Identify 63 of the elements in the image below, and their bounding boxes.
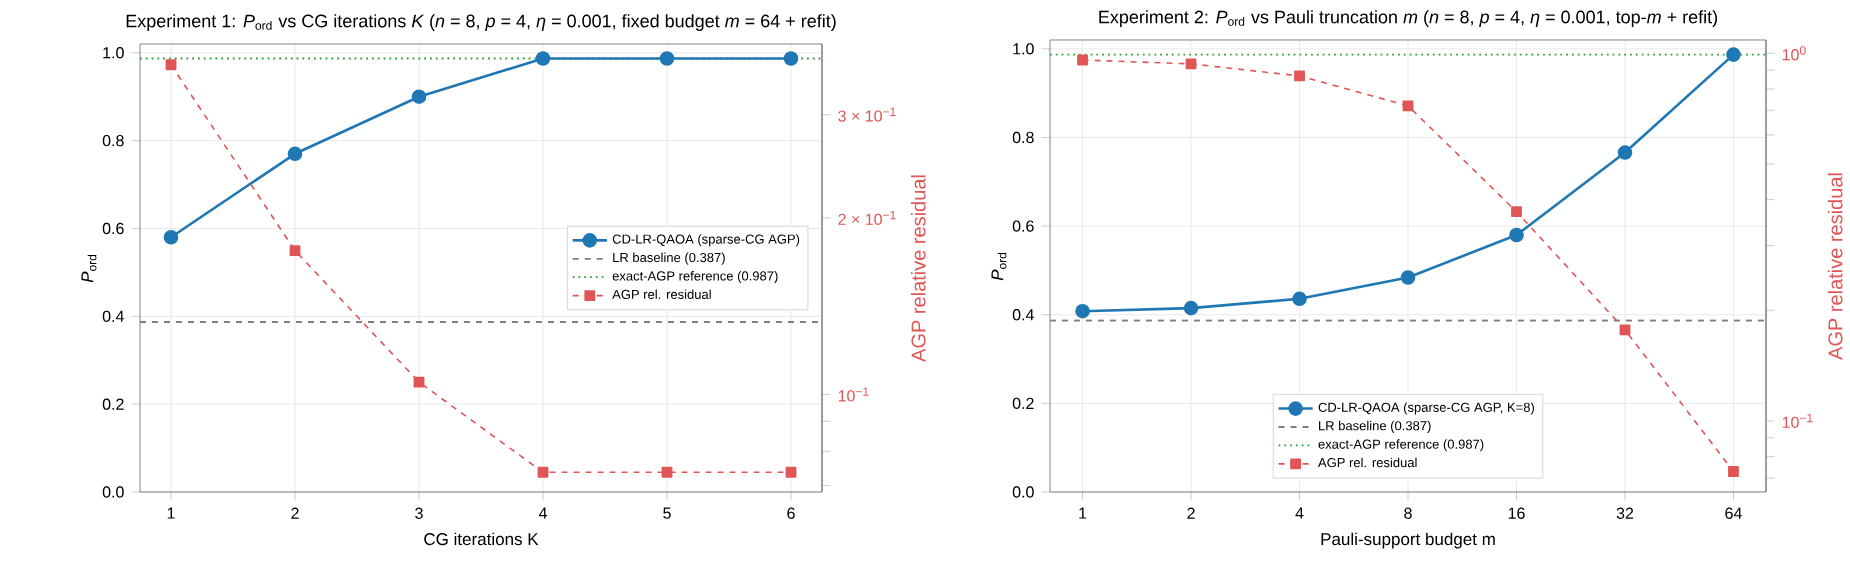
x-tick-label: 32: [1616, 507, 1634, 519]
point: [411, 89, 427, 104]
point: [1728, 466, 1739, 477]
y-tick-label: 0.8: [1012, 131, 1034, 144]
point: [1294, 70, 1305, 82]
y-tick-label: 1.0: [103, 47, 124, 59]
point: [163, 229, 179, 245]
x-tick-label: 64: [1725, 507, 1742, 519]
y2-tick-label: 3 × 10$^{−1}$: [838, 107, 896, 122]
y-tick-label: 0.6: [1012, 220, 1034, 232]
y2-axis-title: AGP relative residual: [1827, 173, 1843, 360]
y2-tick-label: 2 × 10$^{−1}$: [838, 210, 896, 226]
x-tick-label: 5: [663, 507, 671, 519]
y-axis-title: P$_{ord}$: [81, 255, 97, 283]
point: [1511, 206, 1522, 218]
point: [1617, 145, 1633, 160]
x-tick-label: 4: [1295, 507, 1304, 519]
point: [165, 59, 177, 71]
point: [785, 466, 797, 478]
x-tick-label: 1: [1079, 507, 1087, 519]
x-tick-label: 16: [1508, 507, 1525, 519]
x-tick-label: 6: [787, 507, 795, 519]
y2-tick-label: 10$^{−1}$: [838, 387, 869, 402]
y2-tick-label: 10$^{0}$: [1782, 46, 1806, 61]
point: [287, 146, 303, 162]
y-tick-label: 0.0: [1012, 486, 1034, 498]
x-tick-label: 2: [1187, 507, 1195, 519]
point: [1400, 270, 1416, 285]
y-tick-label: 0.4: [1012, 309, 1034, 321]
chart-title: Experiment 2: P$_{ord}$ vs Pauli truncation m (n = 8, p = 4, η = 0.001, top-m + refit): [1099, 10, 1718, 27]
x-axis-title: CG iterations K: [424, 532, 539, 546]
point: [661, 466, 673, 478]
x-tick-label: 3: [415, 507, 423, 519]
chart-title: Experiment 1: P$_{ord}$ vs CG iterations K (n = 8, p = 4, η = 0.001, fixed budget m = 64 + refit): [126, 14, 836, 31]
y2-tick-label: 10$^{−1}$: [1782, 413, 1813, 429]
x-tick-label: 4: [538, 507, 547, 519]
y-tick-label: 0.2: [1012, 397, 1034, 410]
y-axis-title: P$_{ord}$: [991, 253, 1007, 281]
y-tick-label: 0.4: [102, 310, 124, 322]
x-tick-label: 2: [291, 507, 299, 519]
y-tick-label: 0.0: [102, 486, 124, 498]
point: [1077, 54, 1088, 66]
point: [1726, 47, 1741, 62]
y-tick-label: 1.0: [1013, 43, 1034, 55]
point: [535, 51, 551, 66]
y-tick-label: 0.8: [102, 134, 124, 147]
point: [1185, 58, 1197, 70]
x-tick-label: 8: [1404, 507, 1412, 519]
point: [1619, 324, 1631, 336]
point: [1509, 227, 1524, 243]
point: [1075, 303, 1090, 319]
point: [289, 245, 301, 256]
y-tick-label: 0.6: [102, 222, 124, 235]
point: [783, 51, 799, 66]
point: [1402, 100, 1414, 112]
point: [659, 51, 675, 66]
point: [537, 466, 549, 478]
point: [1292, 291, 1307, 307]
x-axis-title: Pauli-support budget m: [1321, 532, 1495, 549]
y-tick-label: 0.2: [102, 398, 124, 410]
point: [1183, 300, 1199, 316]
y2-axis-title: AGP relative residual: [910, 175, 926, 362]
x-tick-label: 1: [167, 507, 175, 519]
